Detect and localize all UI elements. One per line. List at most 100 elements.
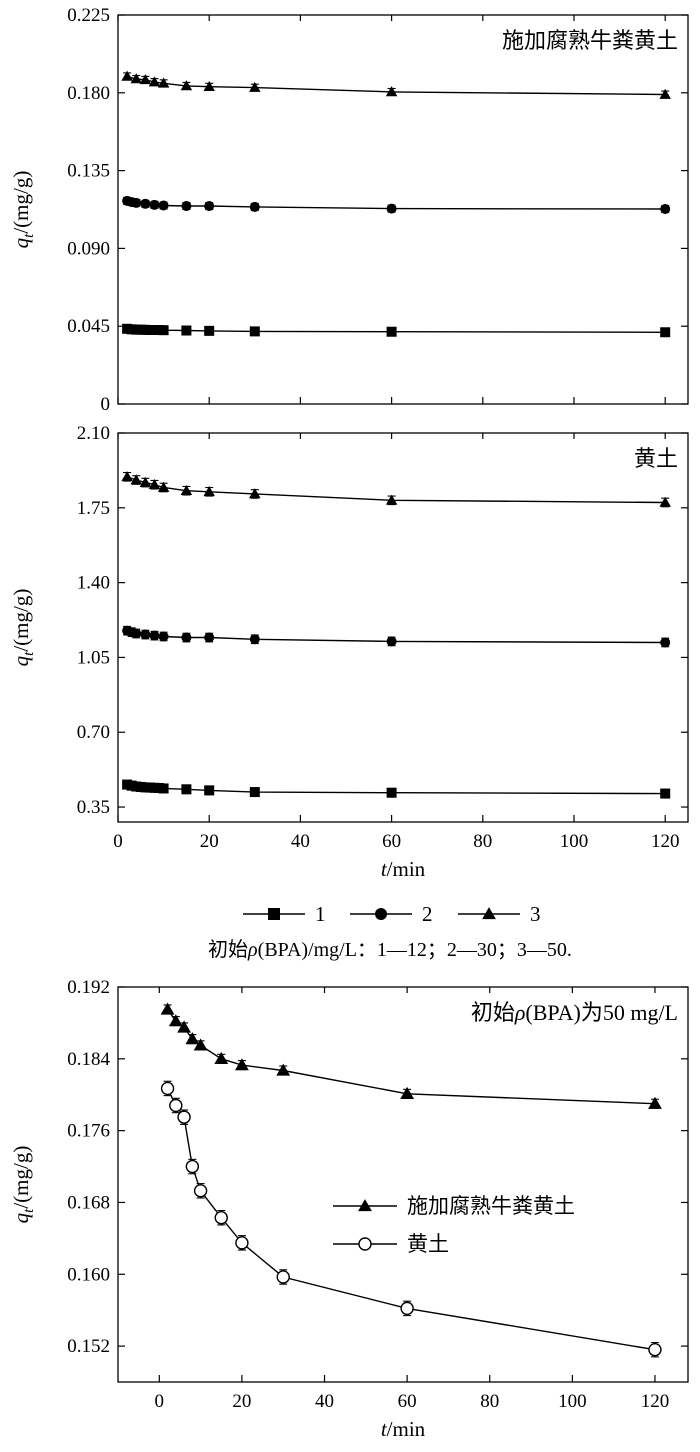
data-point bbox=[185, 1032, 200, 1045]
y-axis-label: qt/(mg/g) bbox=[9, 1146, 37, 1224]
data-point bbox=[235, 1236, 249, 1250]
data-point bbox=[648, 1096, 662, 1109]
plot-frame bbox=[117, 986, 689, 1383]
chart-panel-comparison: 0.152 0.160 0.168 0.176 0.184 0.192 0 20 40 60 80 1… bbox=[9, 977, 689, 1441]
series-2 bbox=[122, 195, 671, 214]
data-point bbox=[648, 1342, 662, 1357]
data-point bbox=[400, 1086, 415, 1100]
y-tick-label: 1.40 bbox=[77, 573, 110, 594]
data-point bbox=[276, 1063, 291, 1076]
y-tick-label: 0.192 bbox=[67, 977, 110, 998]
data-point bbox=[158, 631, 169, 642]
x-tick-label: 0 bbox=[113, 831, 123, 852]
inplot-legend-item: 黄土 bbox=[333, 1232, 449, 1256]
y-tick-label: 0.70 bbox=[77, 722, 110, 743]
data-point bbox=[160, 1002, 175, 1015]
data-point bbox=[177, 1020, 191, 1033]
y-tick-label: 0.168 bbox=[67, 1192, 110, 1213]
x-tick-label: 60 bbox=[398, 1391, 417, 1412]
x-axis-label: t/min bbox=[381, 1417, 426, 1441]
data-point bbox=[181, 784, 192, 795]
data-point bbox=[204, 785, 215, 796]
legend-marker-square bbox=[268, 908, 280, 920]
data-point bbox=[121, 471, 133, 482]
data-point bbox=[169, 1098, 183, 1113]
data-point bbox=[249, 81, 261, 92]
y-tick-label: 1.05 bbox=[77, 647, 110, 668]
data-point bbox=[157, 481, 170, 492]
data-point bbox=[235, 1058, 249, 1071]
data-point bbox=[249, 488, 261, 499]
legend-marker-circle-open bbox=[358, 1237, 372, 1251]
series-黄土 bbox=[160, 1080, 662, 1358]
panel-title: 初始ρ(BPA)为50 mg/L bbox=[471, 1000, 678, 1025]
figure-caption: 初始ρ(BPA)/mg/L：1—12；2—30；3—50. bbox=[208, 938, 572, 961]
legend-label: 施加腐熟牛粪黄土 bbox=[407, 1194, 575, 1218]
data-point bbox=[181, 201, 192, 212]
data-point bbox=[158, 200, 169, 211]
x-tick-label: 120 bbox=[641, 1391, 670, 1412]
data-point bbox=[130, 474, 142, 485]
y-tick-label: 0.160 bbox=[67, 1264, 110, 1285]
data-point bbox=[149, 199, 160, 210]
series-2 bbox=[122, 625, 671, 648]
y-tick-label: 0.045 bbox=[67, 316, 110, 337]
data-point bbox=[249, 201, 260, 212]
series-line bbox=[126, 75, 666, 96]
data-point bbox=[157, 77, 170, 88]
x-tick-label: 20 bbox=[200, 831, 219, 852]
data-point bbox=[193, 1184, 208, 1198]
data-point bbox=[181, 325, 192, 336]
data-point bbox=[659, 88, 671, 99]
data-point bbox=[400, 1301, 414, 1316]
x-tick-label: 80 bbox=[473, 831, 492, 852]
x-tick-label: 100 bbox=[558, 1391, 587, 1412]
y-axis-label: qt/(mg/g) bbox=[9, 589, 37, 667]
data-point bbox=[214, 1211, 228, 1225]
series-施加腐熟牛粪黄土 bbox=[160, 1002, 662, 1109]
series-3 bbox=[121, 471, 671, 508]
data-point bbox=[130, 73, 142, 84]
legend-marker-triangle bbox=[482, 907, 496, 920]
chart-panel-amended-loess: 0 0.045 0.090 0.135 0.180 0.225 施加腐熟牛粪黄土 qt/(mg… bbox=[9, 5, 689, 415]
y-tick-label: 0.180 bbox=[67, 83, 110, 104]
y-tick-label: 0.225 bbox=[67, 5, 110, 26]
x-tick-label: 60 bbox=[382, 831, 401, 852]
data-point bbox=[386, 203, 397, 214]
y-tick-label: 2.10 bbox=[77, 423, 110, 444]
data-point bbox=[385, 86, 398, 97]
inplot-legend-item: 施加腐熟牛粪黄土 bbox=[333, 1194, 575, 1218]
legend-label: 3 bbox=[530, 902, 541, 926]
data-point bbox=[160, 1081, 175, 1096]
data-point bbox=[139, 74, 152, 85]
data-point bbox=[660, 327, 671, 338]
data-point bbox=[181, 632, 192, 643]
data-point bbox=[660, 203, 671, 214]
x-tick-label: 100 bbox=[560, 831, 589, 852]
x-tick-label: 80 bbox=[480, 1391, 499, 1412]
plot-frame bbox=[117, 432, 689, 823]
panel-title: 施加腐熟牛粪黄土 bbox=[502, 28, 678, 53]
x-tick-label: 40 bbox=[291, 831, 310, 852]
data-point bbox=[158, 783, 169, 794]
y-tick-label: 0.090 bbox=[67, 238, 110, 259]
data-point bbox=[214, 1051, 229, 1064]
legend-marker-circle bbox=[375, 908, 387, 920]
x-tick-label: 0 bbox=[155, 1391, 165, 1412]
y-axis-label: qt/(mg/g) bbox=[9, 171, 37, 249]
data-point bbox=[660, 637, 671, 648]
x-tick-label: 20 bbox=[232, 1391, 251, 1412]
data-point bbox=[204, 325, 215, 336]
data-point bbox=[386, 326, 397, 337]
data-point bbox=[193, 1038, 208, 1051]
data-point bbox=[148, 76, 161, 87]
data-point bbox=[177, 1110, 191, 1124]
chart-panel-loess: 0.35 0.70 1.05 1.40 1.75 2.10 0 20 40 60 80 100 120 黄… bbox=[9, 423, 689, 881]
data-point bbox=[385, 494, 398, 505]
y-tick-label: 0 bbox=[101, 394, 111, 415]
y-tick-label: 0.35 bbox=[77, 797, 110, 818]
data-point bbox=[386, 787, 397, 798]
y-tick-label: 0.135 bbox=[67, 161, 110, 182]
data-point bbox=[660, 788, 671, 799]
